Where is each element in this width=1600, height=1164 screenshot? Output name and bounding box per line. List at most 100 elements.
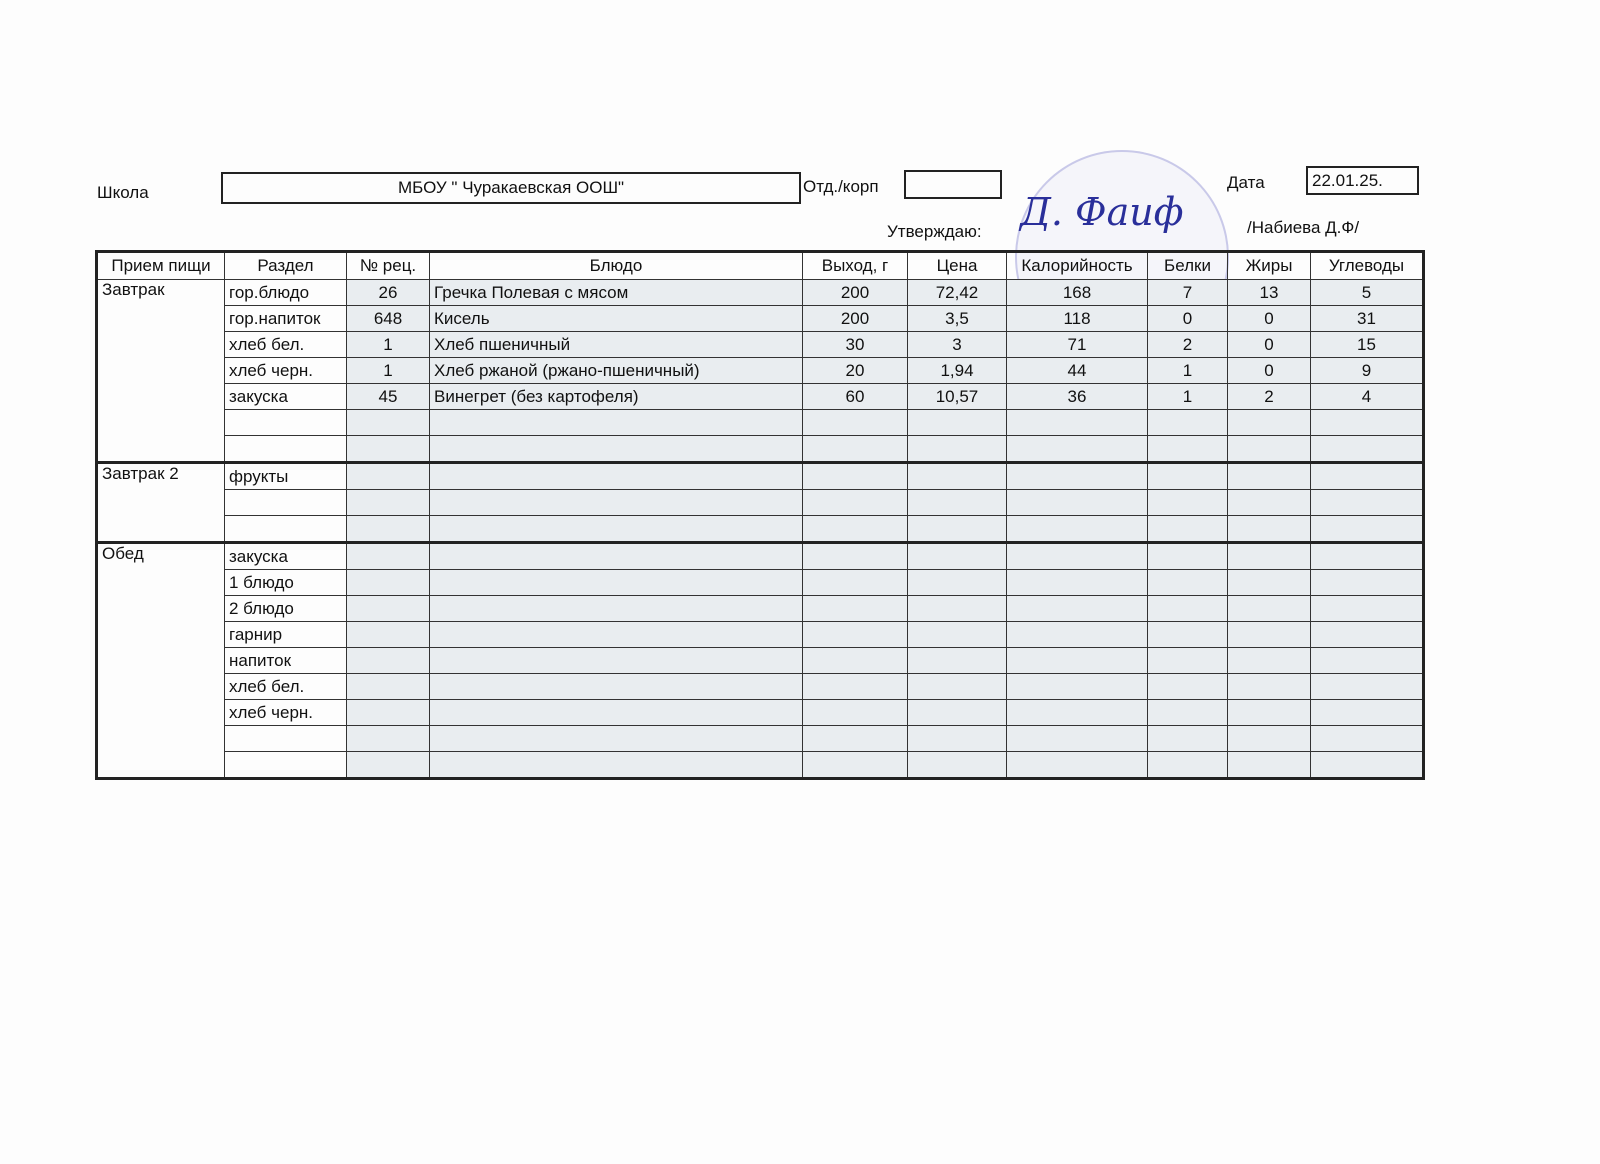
table-cell: 0 (1147, 305, 1228, 332)
table-row: гор.напиток 648 Кисель 200 3,5 118 0 0 31 (97, 305, 1424, 332)
table-cell (802, 569, 908, 596)
table-cell (1147, 542, 1228, 570)
table-row (97, 751, 1424, 780)
table-cell (1006, 725, 1148, 752)
table-cell (1227, 621, 1311, 648)
table-cell (429, 569, 803, 596)
table-cell (802, 409, 908, 436)
table-cell (1006, 409, 1148, 436)
table-row: 2 блюдо (97, 595, 1424, 622)
table-cell (1310, 595, 1424, 622)
table-cell (346, 725, 430, 752)
table-cell (802, 489, 908, 516)
table-row: Завтрак 2 фрукты (96, 462, 1424, 544)
table-cell: 168 (1006, 279, 1148, 306)
table-cell (429, 621, 803, 648)
column-header: Жиры (1227, 251, 1311, 280)
table-cell (1310, 751, 1424, 780)
table-cell (346, 595, 430, 622)
table-cell (429, 647, 803, 674)
column-header: Углеводы (1310, 251, 1424, 280)
table-cell: 200 (802, 279, 908, 306)
table-cell: гор.блюдо (224, 279, 347, 306)
table-row (97, 409, 1424, 436)
table-cell (1006, 435, 1148, 464)
table-cell (429, 515, 803, 544)
table-cell: 2 (1147, 331, 1228, 358)
table-cell (1227, 569, 1311, 596)
table-cell (907, 595, 1007, 622)
table-cell (224, 435, 347, 464)
table-row (97, 435, 1424, 464)
date-label: Дата (1227, 173, 1265, 192)
signature: Д. Фаиф (1020, 190, 1184, 234)
table-cell (1310, 621, 1424, 648)
table-cell: 1 (346, 331, 430, 358)
table-cell (1227, 515, 1311, 544)
table-cell: гарнир (224, 621, 347, 648)
table-cell (1310, 699, 1424, 726)
table-cell: 1,94 (907, 357, 1007, 384)
column-header: Цена (907, 251, 1007, 280)
table-cell (1310, 569, 1424, 596)
table-cell (1227, 462, 1311, 490)
table-cell (1227, 409, 1311, 436)
table-cell (1310, 489, 1424, 516)
approver-name: /Набиева Д.Ф/ (1247, 218, 1360, 237)
table-cell: 44 (1006, 357, 1148, 384)
dept-field (904, 170, 1002, 199)
table-cell (346, 515, 430, 544)
table-cell (1310, 647, 1424, 674)
table-cell (1147, 725, 1228, 752)
table-row: напиток (97, 647, 1424, 674)
table-cell (429, 595, 803, 622)
table-row: Завтрак гор.блюдо 26 Гречка Полевая с мясом… (96, 279, 1424, 464)
table-cell (346, 699, 430, 726)
table-cell (1147, 462, 1228, 490)
table-cell: закуска (224, 383, 347, 410)
table-cell (224, 751, 347, 780)
column-header: № рец. (346, 251, 430, 280)
table-cell (802, 647, 908, 674)
school-field: МБОУ " Чуракаевская ООШ" (221, 172, 801, 204)
table-cell: фрукты (224, 462, 347, 490)
table-cell: 60 (802, 383, 908, 410)
table-cell: закуска (224, 542, 347, 570)
table-row: Обед закуска (96, 542, 1424, 780)
table-cell (429, 409, 803, 436)
table-cell (429, 542, 803, 570)
table-cell: Гречка Полевая с мясом (429, 279, 803, 306)
table-cell: 26 (346, 279, 430, 306)
table-cell (429, 725, 803, 752)
table-cell (907, 673, 1007, 700)
table-cell (1147, 489, 1228, 516)
table-row: хлеб черн. 1 Хлеб ржаной (ржано-пшеничный)… (97, 357, 1424, 384)
meal-cell: Обед (96, 542, 225, 780)
table-cell (802, 751, 908, 780)
table-cell: Кисель (429, 305, 803, 332)
table-cell: напиток (224, 647, 347, 674)
table-cell (802, 515, 908, 544)
table-cell (907, 409, 1007, 436)
table-cell: 0 (1227, 305, 1311, 332)
table-cell: 118 (1006, 305, 1148, 332)
table-cell (346, 489, 430, 516)
table-cell: 30 (802, 331, 908, 358)
table-cell (346, 409, 430, 436)
table-cell (1147, 699, 1228, 726)
table-cell (429, 751, 803, 780)
table-cell: 2 блюдо (224, 595, 347, 622)
table-cell (1147, 515, 1228, 544)
table-cell (802, 621, 908, 648)
table-row: закуска 45 Винегрет (без картофеля) 60 10,57… (97, 383, 1424, 410)
column-header: Раздел (224, 251, 347, 280)
table-cell (1006, 621, 1148, 648)
table-cell (1147, 621, 1228, 648)
table-cell (802, 435, 908, 464)
table-cell (429, 673, 803, 700)
table-row: хлеб черн. (97, 699, 1424, 726)
menu-table: Прием пищи Раздел № рец. Блюдо Выход, г Цена К… (95, 250, 1425, 780)
table-row (97, 515, 1424, 544)
table-cell: 20 (802, 357, 908, 384)
table-cell (1006, 542, 1148, 570)
